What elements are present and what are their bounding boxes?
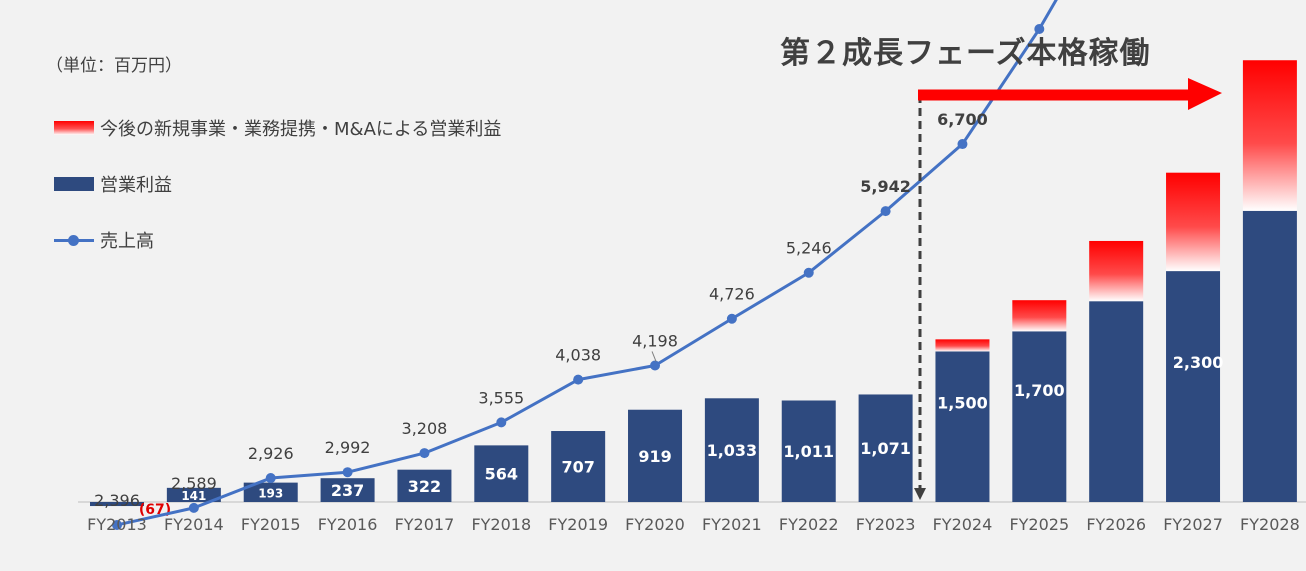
bar-operating-profit-FY2023 xyxy=(858,394,913,502)
bar-operating-profit-FY2025 xyxy=(1012,331,1067,502)
legend-label-new-business: 今後の新規事業・業務提携・M&Aによる営業利益 xyxy=(100,119,502,140)
bar-new-business-FY2025 xyxy=(1012,300,1067,332)
sales-line xyxy=(116,0,1058,527)
x-tick-label-FY2018: FY2018 xyxy=(471,515,531,534)
x-tick-label-FY2013: FY2013 xyxy=(87,515,147,534)
bar-operating-profit-FY2027 xyxy=(1166,271,1221,502)
x-tick-label-FY2014: FY2014 xyxy=(164,515,224,534)
sales-label-FY2021: 4,726 xyxy=(709,285,755,304)
sales-label-FY2019: 4,038 xyxy=(555,346,601,365)
x-tick-label-FY2021: FY2021 xyxy=(702,515,762,534)
phase-divider-arrowhead xyxy=(914,488,926,500)
bar-operating-profit-FY2028 xyxy=(1242,210,1297,502)
sales-point-FY2016 xyxy=(342,467,353,478)
sales-label-FY2024: 6,700 xyxy=(937,110,988,129)
sales-label-FY2023: 5,942 xyxy=(860,177,911,196)
bar-label-operating-profit-FY2020: 919 xyxy=(638,447,671,466)
bar-operating-profit-FY2017 xyxy=(397,469,452,502)
x-tick-label-FY2016: FY2016 xyxy=(318,515,378,534)
bar-operating-profit-FY2018 xyxy=(474,445,529,502)
x-tick-label-FY2017: FY2017 xyxy=(395,515,455,534)
bar-label-operating-profit-FY2023: 1,071 xyxy=(860,439,911,458)
x-tick-label-FY2024: FY2024 xyxy=(933,515,993,534)
sales-label-FY2020: 4,198 xyxy=(632,331,678,350)
bar-label-operating-profit-FY2016: 237 xyxy=(331,481,364,500)
sales-label-FY2013: 2,396 xyxy=(94,491,140,510)
bar-label-operating-profit-FY2027: 2,300 xyxy=(1173,353,1224,372)
bar-operating-profit-FY2020 xyxy=(628,409,683,502)
bar-label-operating-profit-FY2024: 1,500 xyxy=(937,394,988,413)
bar-label-operating-profit-FY2018: 564 xyxy=(485,465,518,484)
x-tick-label-FY2028: FY2028 xyxy=(1240,515,1300,534)
bar-operating-profit-FY2022 xyxy=(781,400,836,502)
blue-line-marker-icon xyxy=(54,233,94,247)
x-tick-label-FY2019: FY2019 xyxy=(548,515,608,534)
sales-point-FY2021 xyxy=(726,313,737,324)
sales-label-FY2015: 2,926 xyxy=(248,444,294,463)
sales-point-FY2017 xyxy=(419,448,430,459)
sales-label-FY2018: 3,555 xyxy=(478,388,524,407)
legend-item-new-business: 今後の新規事業・業務提携・M&Aによる営業利益 xyxy=(54,100,501,156)
unit-label: （単位：百万円） xyxy=(46,56,182,76)
sales-point-FY2025 xyxy=(1034,24,1045,34)
sales-label-FY2022: 5,246 xyxy=(786,239,832,258)
bar-operating-profit-FY2015 xyxy=(243,482,298,502)
navy-bar-icon xyxy=(54,177,94,191)
bar-operating-profit-FY2014 xyxy=(166,487,221,502)
x-tick-label-FY2026: FY2026 xyxy=(1086,515,1146,534)
bar-label-operating-profit-FY2025: 1,700 xyxy=(1014,381,1065,400)
bar-operating-profit-FY2026 xyxy=(1089,301,1144,502)
sales-point-FY2022 xyxy=(803,267,814,278)
bar-new-business-FY2026 xyxy=(1089,240,1144,302)
sales-point-FY2024 xyxy=(957,139,968,150)
legend-label-operating-profit: 営業利益 xyxy=(100,175,172,196)
bar-label-operating-profit-FY2019: 707 xyxy=(561,458,594,477)
red-gradient-bar-icon xyxy=(54,121,94,135)
bar-operating-profit-FY2021 xyxy=(704,398,759,502)
legend-label-sales: 売上高 xyxy=(100,231,154,252)
bar-label-operating-profit-FY2022: 1,011 xyxy=(783,442,834,461)
sales-label-leader-FY2020 xyxy=(651,351,657,362)
sales-point-FY2019 xyxy=(573,374,584,385)
bar-operating-profit-FY2019 xyxy=(551,431,606,502)
sales-label-FY2017: 3,208 xyxy=(402,419,448,438)
sales-point-FY2023 xyxy=(880,206,891,217)
bar-label-operating-profit-FY2021: 1,033 xyxy=(707,441,758,460)
bar-label-operating-profit-FY2017: 322 xyxy=(408,477,441,496)
sales-label-FY2014: 2,589 xyxy=(171,474,217,493)
bar-label-operating-profit-FY2014: 141 xyxy=(181,489,206,503)
bar-operating-profit-FY2013 xyxy=(90,502,144,507)
x-tick-label-FY2023: FY2023 xyxy=(856,515,916,534)
bar-new-business-FY2028 xyxy=(1242,60,1297,211)
legend-item-operating-profit: 営業利益 xyxy=(54,156,501,212)
x-tick-label-FY2020: FY2020 xyxy=(625,515,685,534)
sales-point-FY2014 xyxy=(188,502,199,513)
x-tick-label-FY2027: FY2027 xyxy=(1163,515,1223,534)
phase-headline: 第２成長フェーズ本格稼働 xyxy=(780,36,1151,71)
sales-point-FY2020 xyxy=(650,360,661,371)
legend: 今後の新規事業・業務提携・M&Aによる営業利益 営業利益 売上高 xyxy=(54,100,501,268)
bar-operating-profit-FY2024 xyxy=(935,351,990,502)
growth-arrow-head xyxy=(1188,78,1222,110)
x-tick-label-FY2022: FY2022 xyxy=(779,515,839,534)
sales-point-FY2015 xyxy=(265,473,276,484)
x-tick-label-FY2015: FY2015 xyxy=(241,515,301,534)
sales-point-FY2013 xyxy=(112,519,122,530)
legend-item-sales: 売上高 xyxy=(54,212,501,268)
sales-point-FY2018 xyxy=(496,417,507,428)
x-tick-label-FY2025: FY2025 xyxy=(1009,515,1069,534)
bar-new-business-FY2024 xyxy=(935,339,990,352)
bar-label-operating-profit-FY2015: 193 xyxy=(258,486,283,500)
bar-new-business-FY2027 xyxy=(1166,172,1221,272)
bar-operating-profit-FY2016 xyxy=(320,478,375,502)
sales-label-FY2016: 2,992 xyxy=(325,438,371,457)
